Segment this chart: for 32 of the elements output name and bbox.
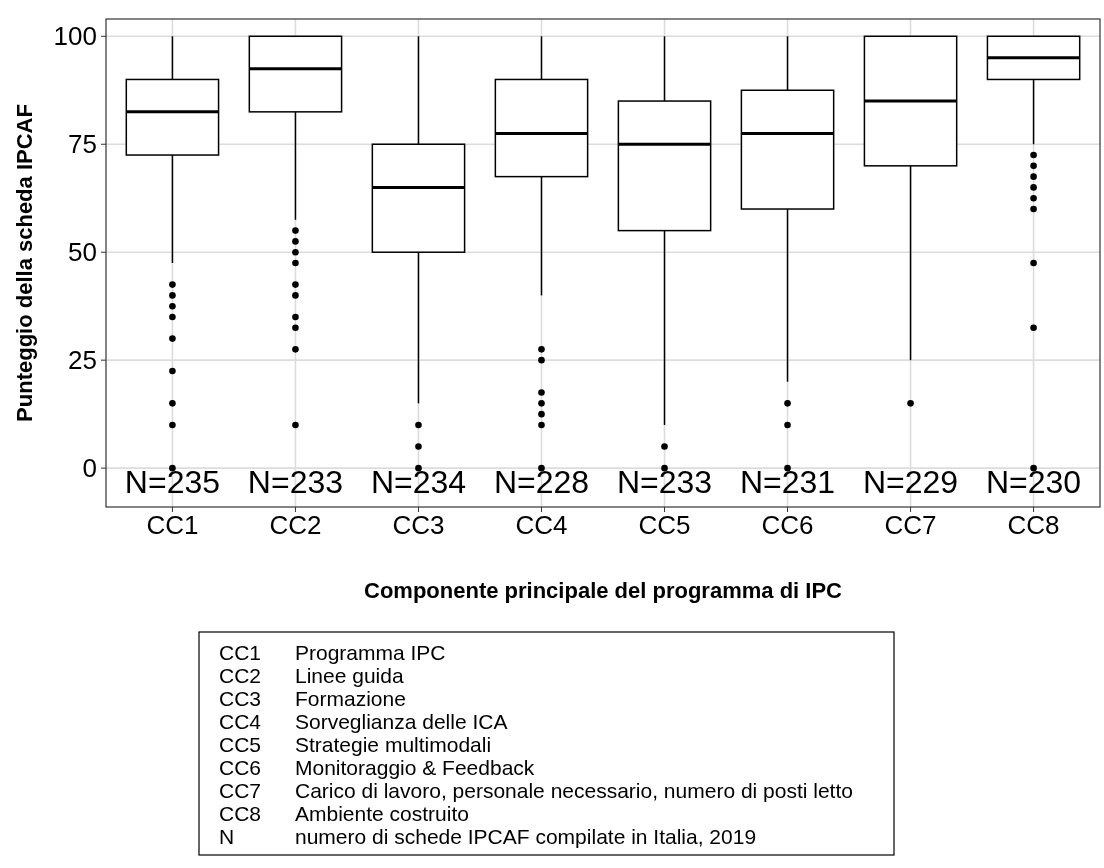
text: CC3 Formazione [219,687,406,710]
annotation: N=229 [862,464,959,500]
text: CC6 Monitoraggio & Feedback [219,756,535,779]
annotation: N=233 [247,464,344,500]
annotation: N=231 [739,464,836,500]
text: CC7 Carico di lavoro, personale necessario, numero di posti letto [219,779,853,802]
annotation: N=234 [370,464,467,500]
text: CC2 Linee guida [219,664,404,687]
x-tick-label: CC8 [1007,510,1060,540]
y-tick-label: 50 [68,237,97,268]
y-axis-title: Punteggio della scheda IPCAF [12,104,37,422]
annotation: N=230 [985,464,1082,500]
x-tick-label: CC1 [146,510,199,540]
y-tick-label: 100 [53,21,97,52]
x-axis-title: Componente principale del programma di IPC [364,578,843,603]
x-tick-label: CC4 [515,510,568,540]
x-tick-label: CC6 [761,510,814,540]
x-tick-label: CC7 [884,510,937,540]
y-tick-label: 75 [68,129,97,160]
y-tick-label: 25 [68,345,97,376]
x-tick-label: CC2 [269,510,322,540]
annotation: N=228 [493,464,590,500]
text: CC5 Strategie multimodali [219,733,492,756]
y-tick-label: 0 [82,453,97,484]
text: N numero di schede IPCAF compilate in Italia, 2019 [219,825,757,848]
x-tick-label: CC5 [638,510,691,540]
annotation: N=233 [616,464,713,500]
text: CC8 Ambiente costruito [219,802,469,825]
text: CC4 Sorveglianza delle ICA [219,710,508,733]
annotation: N=235 [124,464,221,500]
text: CC1 Programma IPC [219,641,446,664]
x-tick-label: CC3 [392,510,445,540]
